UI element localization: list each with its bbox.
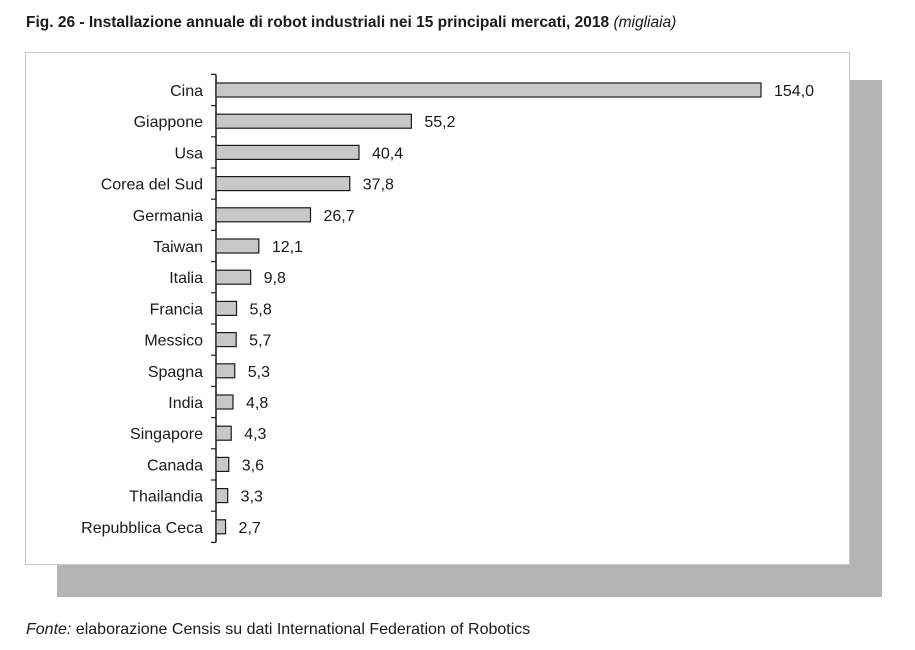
bar xyxy=(215,363,236,379)
data-label: 5,7 xyxy=(249,333,271,350)
source-note: Fonte: elaborazione Censis su dati Inter… xyxy=(26,621,530,639)
data-label: 4,3 xyxy=(244,426,266,443)
data-label: 3,6 xyxy=(242,457,264,474)
bar xyxy=(215,300,238,316)
category-label: Corea del Sud xyxy=(101,177,203,194)
data-label: 12,1 xyxy=(272,239,303,256)
data-label: 154,0 xyxy=(774,83,814,100)
bar-chart: Cina 154,0 Giappone 55,2 Usa 40,4 Corea del Su… xyxy=(81,73,814,543)
category-label: Germania xyxy=(133,208,203,225)
bar xyxy=(215,425,232,441)
source-text: elaborazione Censis su dati Internationa… xyxy=(75,621,531,638)
category-label: Taiwan xyxy=(153,239,203,256)
category-label: Usa xyxy=(175,145,204,162)
category-label: Spagna xyxy=(148,364,203,381)
bar xyxy=(215,175,351,192)
category-label: Cina xyxy=(170,83,203,100)
chart-title-unit: (migliaia) xyxy=(613,14,677,31)
bar xyxy=(215,519,227,535)
data-label: 4,8 xyxy=(246,395,268,412)
data-label: 5,8 xyxy=(250,301,272,318)
chart-panel xyxy=(25,52,850,565)
bar xyxy=(215,394,234,410)
data-label: 9,8 xyxy=(264,270,286,287)
category-label: India xyxy=(168,395,203,412)
source-lead: Fonte: xyxy=(26,621,72,638)
bar xyxy=(215,82,762,98)
category-label: Singapore xyxy=(130,426,203,443)
bar xyxy=(215,144,360,161)
data-label: 2,7 xyxy=(239,520,261,537)
category-label: Canada xyxy=(147,457,203,474)
category-label: Italia xyxy=(169,270,203,287)
chart-title: Fig. 26 - Installazione annuale di robot… xyxy=(26,14,676,32)
data-label: 40,4 xyxy=(372,145,403,162)
bar xyxy=(215,113,412,129)
category-label: Repubblica Ceca xyxy=(81,520,203,537)
category-label: Messico xyxy=(144,333,203,350)
bar xyxy=(215,238,260,254)
bar xyxy=(215,332,237,348)
bar xyxy=(215,269,252,285)
bar xyxy=(215,207,312,223)
data-label: 3,3 xyxy=(241,489,263,506)
data-label: 26,7 xyxy=(323,208,354,225)
category-label: Francia xyxy=(150,301,203,318)
data-label: 5,3 xyxy=(248,364,270,381)
bar xyxy=(215,488,229,504)
category-label: Giappone xyxy=(134,114,203,131)
data-label: 37,8 xyxy=(363,177,394,194)
chart-title-main: Fig. 26 - Installazione annuale di robot… xyxy=(26,14,610,31)
bar xyxy=(215,456,230,472)
data-label: 55,2 xyxy=(424,114,455,131)
category-label: Thailandia xyxy=(129,489,203,506)
